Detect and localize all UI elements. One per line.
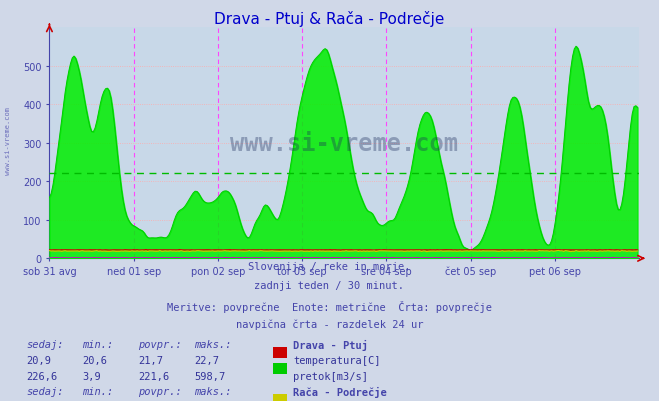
Text: temperatura[C]: temperatura[C] — [293, 355, 381, 365]
Text: povpr.:: povpr.: — [138, 386, 182, 396]
Text: 3,9: 3,9 — [82, 371, 101, 381]
Text: Rača - Podrečje: Rača - Podrečje — [293, 386, 387, 397]
Text: zadnji teden / 30 minut.: zadnji teden / 30 minut. — [254, 281, 405, 291]
Text: min.:: min.: — [82, 386, 113, 396]
Text: 20,9: 20,9 — [26, 355, 51, 365]
Text: www.si-vreme.com: www.si-vreme.com — [231, 132, 458, 155]
Text: 22,7: 22,7 — [194, 355, 219, 365]
Text: 21,7: 21,7 — [138, 355, 163, 365]
Text: min.:: min.: — [82, 339, 113, 349]
Text: sedaj:: sedaj: — [26, 339, 64, 349]
Text: 598,7: 598,7 — [194, 371, 225, 381]
Text: 226,6: 226,6 — [26, 371, 57, 381]
Text: sedaj:: sedaj: — [26, 386, 64, 396]
Text: Meritve: povprečne  Enote: metrične  Črta: povprečje: Meritve: povprečne Enote: metrične Črta:… — [167, 300, 492, 312]
Text: www.si-vreme.com: www.si-vreme.com — [5, 106, 11, 174]
Text: Slovenija / reke in morje.: Slovenija / reke in morje. — [248, 261, 411, 271]
Text: povpr.:: povpr.: — [138, 339, 182, 349]
Text: 221,6: 221,6 — [138, 371, 169, 381]
Text: Drava - Ptuj & Rača - Podrečje: Drava - Ptuj & Rača - Podrečje — [214, 11, 445, 27]
Text: Drava - Ptuj: Drava - Ptuj — [293, 339, 368, 350]
Text: pretok[m3/s]: pretok[m3/s] — [293, 371, 368, 381]
Text: maks.:: maks.: — [194, 386, 232, 396]
Text: maks.:: maks.: — [194, 339, 232, 349]
Text: navpična črta - razdelek 24 ur: navpična črta - razdelek 24 ur — [236, 319, 423, 330]
Text: 20,6: 20,6 — [82, 355, 107, 365]
